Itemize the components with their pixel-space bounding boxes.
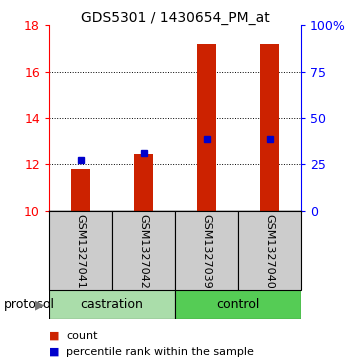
- Text: count: count: [66, 331, 98, 341]
- Text: ▶: ▶: [35, 298, 45, 311]
- Bar: [175, 211, 238, 290]
- Text: protocol: protocol: [4, 298, 55, 311]
- Bar: [112, 211, 175, 290]
- Bar: [49, 290, 175, 319]
- Bar: [134, 154, 153, 211]
- Text: control: control: [216, 298, 260, 311]
- Text: GDS5301 / 1430654_PM_at: GDS5301 / 1430654_PM_at: [80, 11, 270, 25]
- Bar: [197, 44, 216, 211]
- Text: GSM1327042: GSM1327042: [139, 214, 148, 289]
- Text: GSM1327041: GSM1327041: [76, 214, 85, 289]
- Text: percentile rank within the sample: percentile rank within the sample: [66, 347, 254, 357]
- Bar: [175, 290, 301, 319]
- Text: ■: ■: [49, 347, 60, 357]
- Bar: [71, 169, 90, 211]
- Text: castration: castration: [80, 298, 144, 311]
- Bar: [260, 44, 279, 211]
- Text: GSM1327040: GSM1327040: [265, 214, 274, 289]
- Bar: [238, 211, 301, 290]
- Bar: [49, 211, 112, 290]
- Text: GSM1327039: GSM1327039: [202, 214, 211, 289]
- Text: ■: ■: [49, 331, 60, 341]
